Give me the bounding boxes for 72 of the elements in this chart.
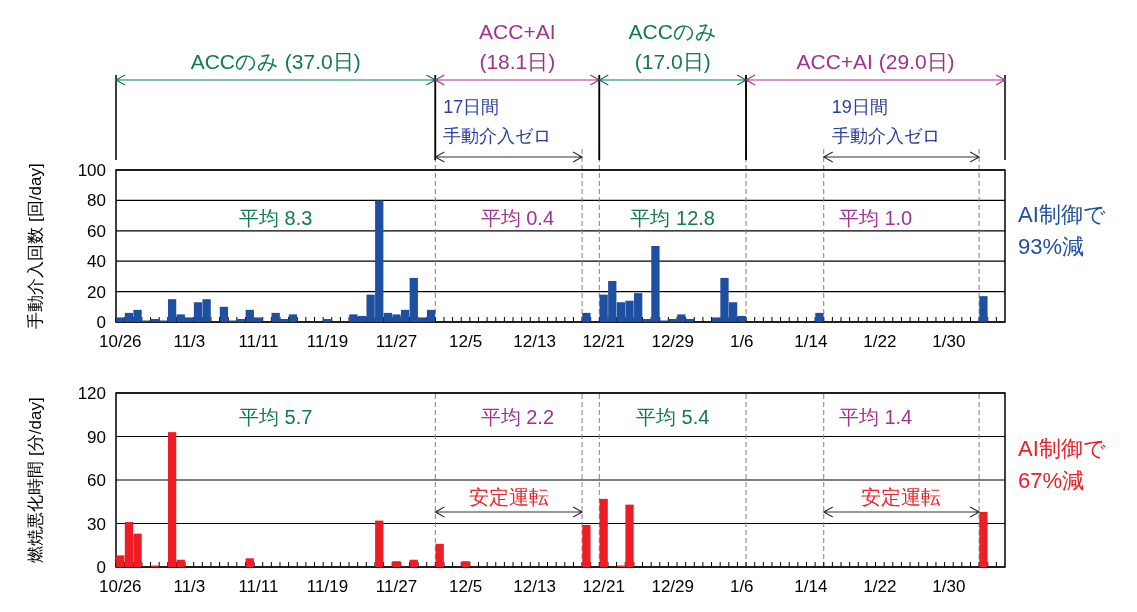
x-tick-label: 12/13: [513, 577, 556, 596]
annotation: 平均 2.2: [480, 406, 555, 429]
text: AI制御で 93%減: [1018, 202, 1106, 259]
x-tick-label: 12/21: [582, 332, 625, 351]
y-tick-label: 60: [87, 221, 106, 241]
annotation: 安定運転: [468, 486, 549, 508]
bar: [815, 312, 824, 322]
y-tick-label: 60: [87, 471, 106, 490]
text: ACC+AI (29.0日): [796, 50, 955, 73]
x-tick-label: 12/13: [513, 332, 556, 351]
bar: [461, 561, 470, 567]
y-tick-label: 0: [96, 313, 106, 332]
bar: [245, 558, 254, 567]
annotation: 平均 0.4: [480, 207, 555, 230]
x-tick-label: 11/3: [173, 332, 206, 351]
x-tick-label: 11/11: [238, 577, 279, 596]
x-tick-label: 12/5: [449, 577, 483, 596]
x-tick-label: 1/6: [729, 577, 754, 596]
x-tick-label: 1/14: [794, 332, 828, 351]
x-tick-label: 1/22: [863, 577, 897, 596]
text: AI制御で 67%減: [1018, 436, 1106, 493]
bar: [582, 312, 591, 322]
annotation: 平均 5.4: [636, 406, 710, 429]
bar: [375, 520, 384, 567]
bar: [409, 559, 418, 567]
y-axis-title: 手動介入回数 [回/day]: [26, 163, 45, 329]
y-tick-label: 40: [87, 252, 106, 272]
x-tick-label: 1/30: [932, 332, 966, 351]
x-tick-label: 1/30: [932, 577, 966, 596]
x-tick-label: 1/6: [729, 332, 754, 351]
text: 手動介入ゼロ: [831, 126, 940, 146]
x-tick-label: 11/11: [238, 332, 279, 351]
y-tick-label: 0: [96, 558, 106, 577]
annotation: 安定運転: [861, 486, 942, 508]
bar: [323, 318, 332, 322]
text: ACCのみ (17.0日): [628, 20, 717, 73]
annotation: 平均 1.0: [838, 207, 913, 230]
x-tick-label: 10/26: [99, 577, 142, 596]
x-tick-label: 12/21: [582, 577, 625, 596]
text: 19日間: [831, 97, 888, 117]
x-tick-label: 11/3: [173, 577, 206, 596]
bar: [599, 498, 608, 567]
y-tick-label: 20: [87, 282, 106, 302]
x-tick-label: 12/5: [449, 332, 483, 351]
annotation: 平均 8.3: [239, 207, 313, 230]
annotation: 平均 5.7: [239, 406, 313, 429]
text: ACC+AI (18.1日): [479, 20, 556, 73]
y-tick-label: 80: [87, 191, 106, 211]
x-tick-label: 10/26: [99, 332, 142, 351]
bar: [435, 543, 444, 567]
bar: [979, 296, 988, 322]
x-tick-label: 1/14: [794, 577, 828, 596]
y-tick-label: 90: [87, 427, 106, 447]
y-tick-label: 30: [87, 514, 106, 534]
x-tick-label: 12/29: [651, 577, 694, 596]
bar: [979, 511, 988, 567]
x-tick-label: 11/19: [306, 332, 349, 351]
x-tick-label: 11/19: [306, 577, 349, 596]
bar: [582, 524, 591, 567]
bar: [392, 561, 401, 567]
text: 手動介入ゼロ: [443, 126, 552, 146]
x-tick-label: 12/29: [651, 332, 694, 351]
annotation: 平均 1.4: [838, 406, 913, 429]
x-tick-label: 1/22: [863, 332, 897, 351]
x-tick-label: 11/27: [375, 577, 418, 596]
text: 17日間: [443, 97, 500, 117]
annotation: 平均 12.8: [630, 207, 715, 230]
text: ACCのみ (37.0日): [190, 50, 361, 73]
y-axis-title: 燃焼悪化時間 [分/day]: [26, 397, 45, 563]
y-tick-label: 120: [77, 384, 106, 403]
x-tick-label: 11/27: [375, 332, 418, 351]
y-tick-label: 100: [77, 161, 106, 180]
